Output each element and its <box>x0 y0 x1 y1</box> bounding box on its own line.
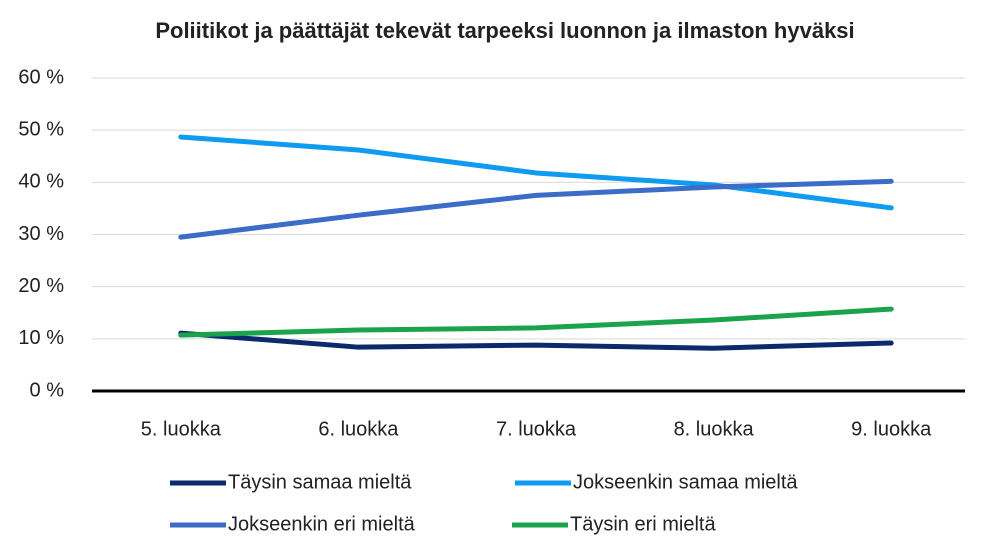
y-tick-label: 10 % <box>18 327 64 349</box>
y-tick-label: 30 % <box>18 223 64 245</box>
legend-label: Jokseenkin eri mieltä <box>228 513 416 535</box>
x-tick-label: 6. luokka <box>318 418 399 440</box>
series-line <box>178 330 894 351</box>
series-line <box>178 178 894 240</box>
x-tick-label: 8. luokka <box>674 418 755 440</box>
series-line <box>178 306 894 338</box>
y-tick-label: 40 % <box>18 171 64 193</box>
x-tick-label: 9. luokka <box>851 418 932 440</box>
legend-label: Täysin samaa mieltä <box>228 471 412 493</box>
series-line <box>178 134 894 211</box>
x-tick-label: 5. luokka <box>141 418 222 440</box>
y-tick-label: 60 % <box>18 66 64 88</box>
legend-label: Jokseenkin samaa mieltä <box>573 471 798 493</box>
chart-title: Poliitikot ja päättäjät tekevät tarpeeks… <box>155 18 854 43</box>
x-tick-label: 7. luokka <box>496 418 577 440</box>
y-tick-label: 0 % <box>30 379 65 401</box>
legend-label: Täysin eri mieltä <box>570 513 716 535</box>
y-tick-label: 20 % <box>18 275 64 297</box>
y-tick-label: 50 % <box>18 118 64 140</box>
